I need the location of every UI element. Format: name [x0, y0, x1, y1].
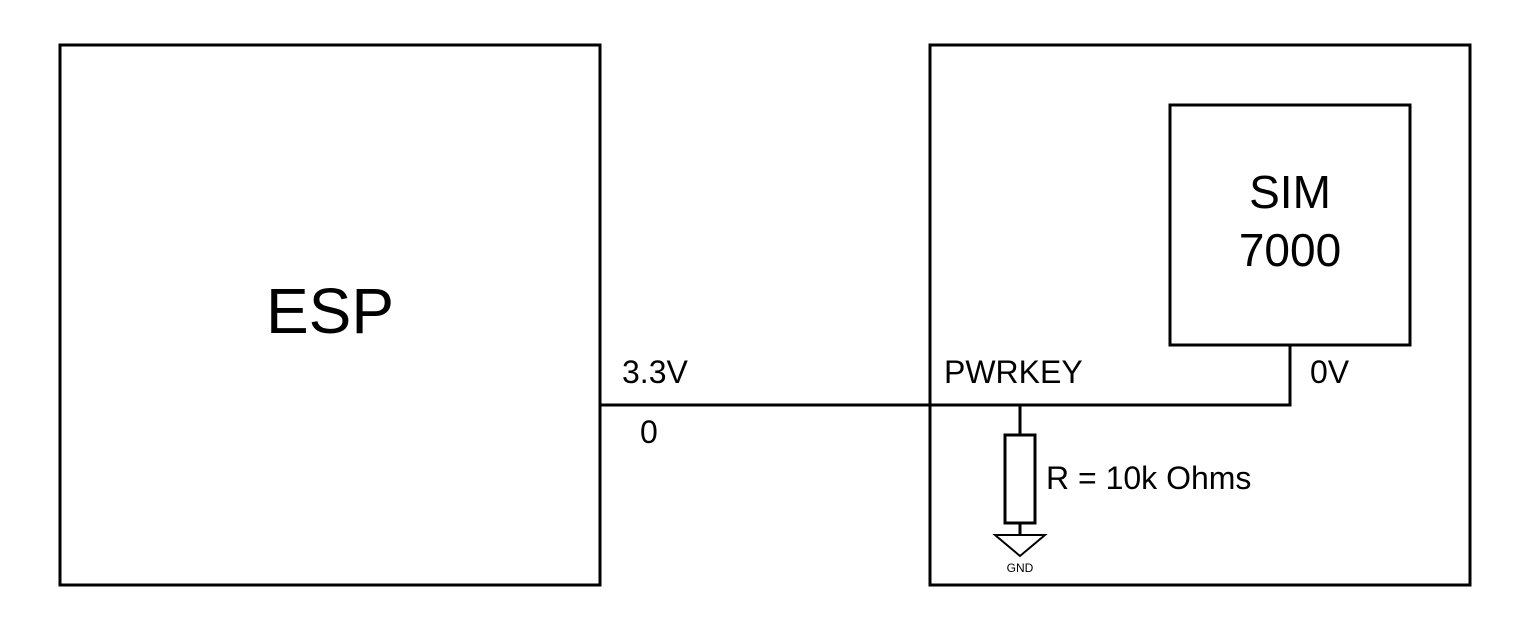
signal-wire: [600, 345, 1292, 407]
esp-voltage-label: 3.3V: [622, 354, 688, 390]
esp-pin-label: 0: [640, 414, 658, 450]
sim-label-line2: 7000: [1239, 224, 1341, 276]
ground-icon: [992, 534, 1048, 558]
sim7000-block: [1168, 103, 1412, 347]
resistor-symbol: [1003, 433, 1037, 525]
ground-label: GND: [1007, 561, 1034, 575]
sim-level-label: 0V: [1310, 354, 1350, 390]
esp-label: ESP: [266, 275, 394, 347]
resistor-label: R = 10k Ohms: [1046, 460, 1251, 496]
esp-block: [58, 43, 602, 587]
pwrkey-label: PWRKEY: [944, 354, 1083, 390]
sim-label-line1: SIM: [1249, 166, 1331, 218]
